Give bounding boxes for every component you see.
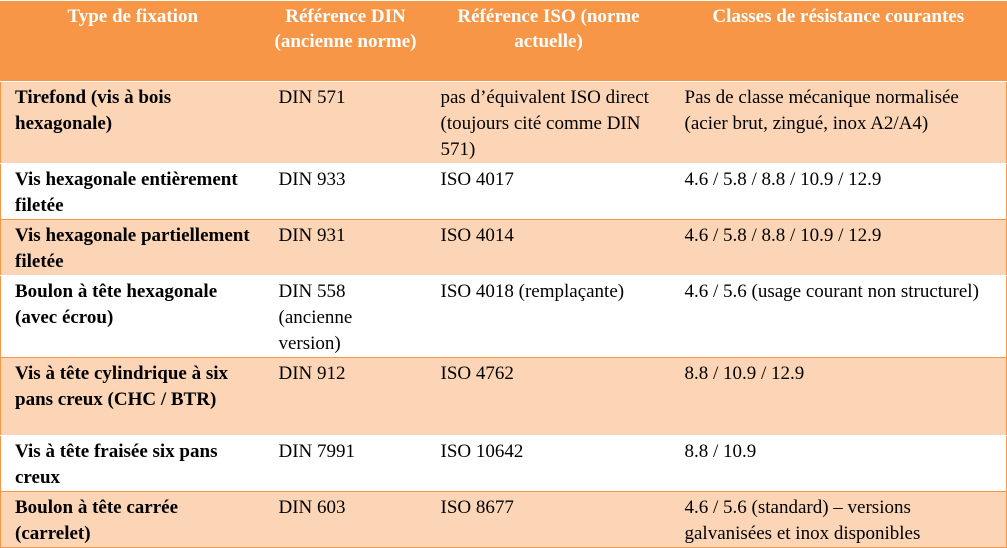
cell-din: DIN 603 [264,491,427,548]
cell-din: DIN 7991 [264,435,427,492]
cell-iso: ISO 4018 (remplaçante) [426,275,671,358]
cell-classes: 4.6 / 5.8 / 8.8 / 10.9 / 12.9 [670,163,1007,220]
table-row: Vis hexagonale partiellement filetée DIN… [0,219,1007,276]
cell-din: DIN 933 [264,163,427,220]
cell-type: Boulon à tête carrée (carrelet) [0,491,265,548]
cell-classes: 4.6 / 5.8 / 8.8 / 10.9 / 12.9 [670,219,1007,276]
cell-type: Vis hexagonale partiellement filetée [0,219,265,276]
table-row: Vis à tête cylindrique à six pans creux … [0,357,1007,436]
cell-iso: ISO 8677 [426,491,671,548]
cell-din: DIN 571 [264,81,427,164]
table-row: Boulon à tête carrée (carrelet) DIN 603 … [0,491,1007,548]
table-row: Vis hexagonale entièrement filetée DIN 9… [0,163,1007,220]
header-row: Type de fixation Référence DIN (ancienne… [0,0,1007,82]
table-row: Vis à tête fraisée six pans creux DIN 79… [0,435,1007,492]
header-classes: Classes de résistance courantes [670,0,1007,82]
cell-type: Vis à tête cylindrique à six pans creux … [0,357,265,436]
cell-type: Vis à tête fraisée six pans creux [0,435,265,492]
cell-classes: 8.8 / 10.9 / 12.9 [670,357,1007,436]
cell-type: Vis hexagonale entièrement filetée [0,163,265,220]
cell-classes: Pas de classe mécanique normalisée (acie… [670,81,1007,164]
cell-din: DIN 931 [264,219,427,276]
cell-type: Boulon à tête hexagonale (avec écrou) [0,275,265,358]
table-row: Tirefond (vis à bois hexagonale) DIN 571… [0,81,1007,164]
cell-din: DIN 558 (ancienne version) [264,275,427,358]
cell-classes: 4.6 / 5.6 (standard) – versions galvanis… [670,491,1007,548]
cell-iso: ISO 4014 [426,219,671,276]
header-din: Référence DIN (ancienne norme) [264,0,427,82]
cell-iso: ISO 10642 [426,435,671,492]
cell-classes: 4.6 / 5.6 (usage courant non structurel) [670,275,1007,358]
table-row: Boulon à tête hexagonale (avec écrou) DI… [0,275,1007,358]
cell-type: Tirefond (vis à bois hexagonale) [0,81,265,164]
header-iso: Référence ISO (norme actuelle) [426,0,671,82]
cell-classes: 8.8 / 10.9 [670,435,1007,492]
cell-iso: ISO 4762 [426,357,671,436]
cell-din: DIN 912 [264,357,427,436]
cell-iso: ISO 4017 [426,163,671,220]
cell-iso: pas d’équivalent ISO direct (toujours ci… [426,81,671,164]
header-type: Type de fixation [0,0,265,82]
